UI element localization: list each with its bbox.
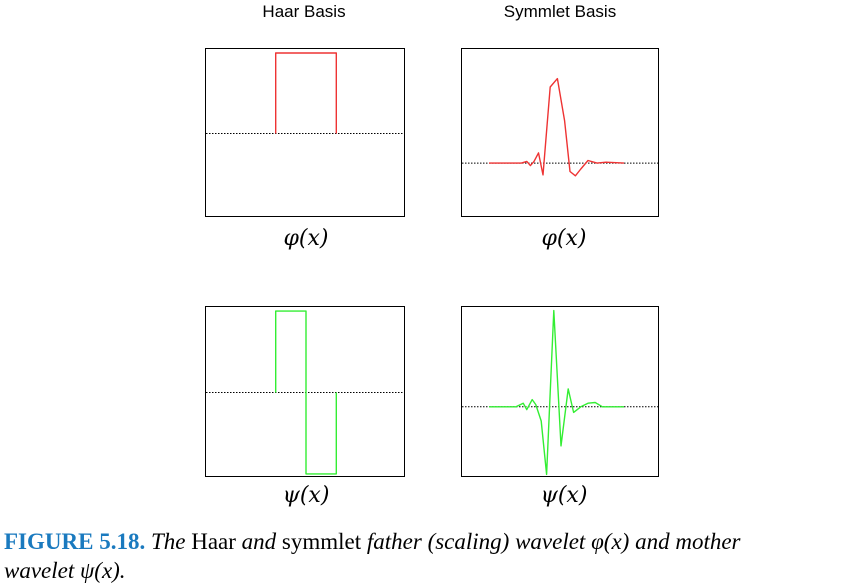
series-line-symmlet-psi (489, 309, 624, 476)
figure-caption: FIGURE 5.18. The Haar and symmlet father… (4, 527, 866, 585)
caption-text-6: φ(x) (591, 529, 630, 554)
panel-haar-phi (205, 48, 405, 217)
plot-symmlet-phi (462, 77, 658, 177)
caption-text-8: wavelet (4, 558, 75, 583)
plot-symmlet-psi (462, 309, 658, 476)
caption-text-1: The (150, 529, 186, 554)
caption-text-7: and mother (635, 529, 741, 554)
plot-haar-phi (206, 52, 404, 134)
caption-text-2: Haar (191, 529, 236, 554)
column-title-haar: Haar Basis (262, 2, 346, 21)
panel-symmlet-phi (461, 48, 659, 217)
label-haar-psi: ψ(x) (282, 483, 330, 508)
column-title-symmlet: Symmlet Basis (503, 2, 617, 21)
series-line-haar-phi (274, 52, 338, 134)
panel-haar-psi (205, 306, 405, 477)
caption-text-9: ψ(x). (80, 558, 126, 583)
label-symmlet-phi: φ(x) (541, 226, 587, 251)
label-haar-phi: φ(x) (283, 226, 329, 251)
caption-text-3: and (241, 529, 277, 554)
label-symmlet-psi: ψ(x) (540, 483, 588, 508)
panel-symmlet-psi (461, 306, 659, 477)
plot-haar-psi (206, 310, 404, 475)
figure-number: FIGURE 5.18. (4, 529, 146, 554)
caption-text-4: symmlet (281, 529, 362, 554)
series-line-symmlet-phi (489, 77, 625, 177)
series-line-haar-psi (274, 310, 338, 475)
caption-text-5: father (scaling) wavelet (366, 529, 586, 554)
